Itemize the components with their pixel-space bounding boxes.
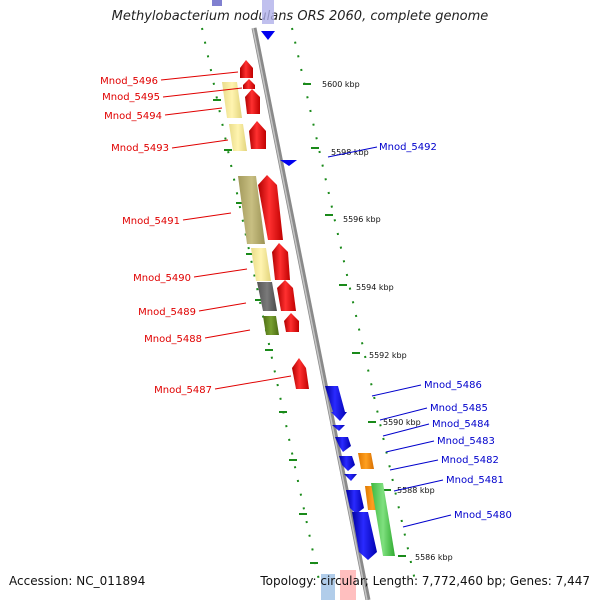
scale-label: 5600 kbp bbox=[322, 80, 360, 89]
scale-label: 5590 kbp bbox=[383, 418, 421, 427]
gene-arrow-forward bbox=[245, 89, 260, 114]
gene-label: Mnod_5491 bbox=[122, 216, 180, 227]
gene-label: Mnod_5489 bbox=[138, 307, 196, 318]
gene-partial-bottom bbox=[321, 574, 335, 600]
gene-arrow-reverse bbox=[344, 474, 357, 481]
gene-arrow-forward bbox=[240, 60, 253, 78]
feature-orange bbox=[358, 453, 374, 469]
genome-summary: Topology: circular; Length: 7,772,460 bp… bbox=[260, 574, 590, 588]
gene-arrow-forward bbox=[243, 79, 255, 89]
gene-arrow-forward bbox=[292, 358, 309, 389]
gene-partial-top bbox=[212, 0, 222, 6]
genome-backbone bbox=[251, 27, 371, 600]
gene-arrow-forward bbox=[277, 280, 296, 311]
gene-arrow-forward bbox=[272, 243, 290, 280]
gene-label: Mnod_5485 bbox=[430, 403, 488, 414]
gene-label: Mnod_5480 bbox=[454, 510, 512, 521]
gene-label: Mnod_5493 bbox=[111, 143, 169, 154]
gene-label: Mnod_5488 bbox=[144, 334, 202, 345]
gene-arrow-reverse bbox=[280, 160, 297, 166]
gene-label: Mnod_5492 bbox=[379, 142, 437, 153]
pseudo-features bbox=[222, 82, 279, 335]
gene-arrow-reverse bbox=[339, 456, 355, 471]
gene-label: Mnod_5486 bbox=[424, 380, 482, 391]
gene-arrow-reverse bbox=[332, 425, 345, 431]
gene-partial-top bbox=[262, 0, 274, 24]
gene-arrow-reverse bbox=[325, 386, 347, 421]
forward-genes bbox=[240, 60, 309, 389]
gene-arrow-reverse bbox=[346, 490, 364, 514]
feature-green bbox=[371, 483, 395, 556]
right-gene-labels: Mnod_5492 Mnod_5486 Mnod_5485 Mnod_5484 … bbox=[379, 142, 512, 521]
gene-label: Mnod_5496 bbox=[100, 76, 158, 87]
gene-label: Mnod_5490 bbox=[133, 273, 191, 284]
gene-label: Mnod_5484 bbox=[432, 419, 490, 430]
scale-label: 5594 kbp bbox=[356, 283, 394, 292]
left-gene-labels: Mnod_5496 Mnod_5495 Mnod_5494 Mnod_5493 … bbox=[100, 76, 212, 396]
gene-label: Mnod_5494 bbox=[104, 111, 162, 122]
gene-label: Mnod_5482 bbox=[441, 455, 499, 466]
left-leaders bbox=[160, 71, 292, 390]
gene-arrow-reverse bbox=[335, 437, 351, 452]
gene-arrow-forward bbox=[249, 121, 266, 149]
gene-label: Mnod_5483 bbox=[437, 436, 495, 447]
inner-tick-track bbox=[201, 27, 321, 586]
reverse-genes bbox=[280, 160, 377, 560]
gene-arrow-reverse bbox=[352, 512, 377, 560]
right-leaders bbox=[327, 146, 452, 528]
gene-label: Mnod_5487 bbox=[154, 385, 212, 396]
scale-label: 5596 kbp bbox=[343, 215, 381, 224]
gene-arrow-forward bbox=[284, 313, 299, 332]
gene-arrow-forward bbox=[258, 175, 283, 240]
accession-label: Accession: NC_011894 bbox=[9, 574, 146, 588]
map-title: Methylobacterium nodulans ORS 2060, comp… bbox=[111, 9, 489, 24]
gene-partial-bottom bbox=[340, 570, 356, 600]
gene-label: Mnod_5481 bbox=[446, 475, 504, 486]
scale-label: 5586 kbp bbox=[415, 553, 453, 562]
gene-label: Mnod_5495 bbox=[102, 92, 160, 103]
scale-label: 5588 kbp bbox=[397, 486, 435, 495]
scale-ticks bbox=[303, 83, 406, 557]
scale-label: 5592 kbp bbox=[369, 351, 407, 360]
gene-arrow-reverse bbox=[261, 31, 275, 40]
